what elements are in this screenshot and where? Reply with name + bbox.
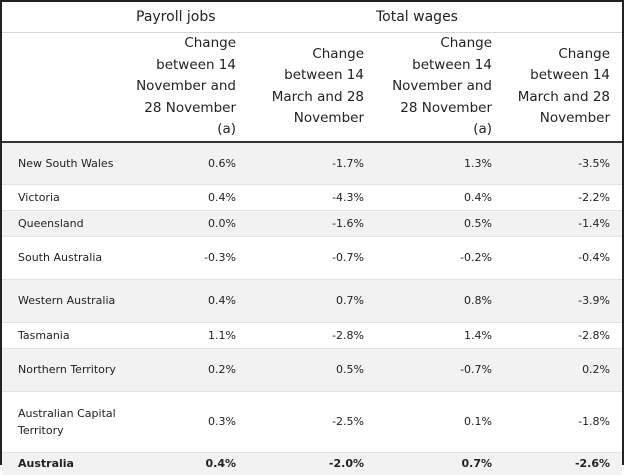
column-header-row: Change between 14 November and 28 Novemb… [2,32,623,143]
wages-mar-value: -1.4% [504,210,623,237]
jobs-nov-value: 0.2% [130,348,248,392]
col-header-wages-nov: Change between 14 November and 28 Novemb… [376,32,504,143]
table-row: New South Wales 0.6% -1.7% 1.3% -3.5% [2,141,623,185]
table-row: Tasmania 1.1% -2.8% 1.4% -2.8% [2,322,623,349]
region-name: Northern Territory [2,348,130,392]
col-header-jobs-nov: Change between 14 November and 28 Novemb… [130,32,248,143]
jobs-mar-value: 0.5% [248,348,376,392]
jobs-nov-value: -0.3% [130,236,248,280]
wages-mar-value: -3.5% [504,141,623,185]
jobs-mar-value: -2.0% [248,452,376,475]
jobs-mar-value: -2.8% [248,322,376,349]
region-name: Australian Capital Territory [2,391,130,453]
jobs-mar-value: -4.3% [248,184,376,211]
wages-nov-value: 1.3% [376,141,504,185]
table-row: Western Australia 0.4% 0.7% 0.8% -3.9% [2,279,623,323]
jobs-mar-value: 0.7% [248,279,376,323]
wages-mar-value: -2.2% [504,184,623,211]
jobs-mar-value: -2.5% [248,391,376,453]
region-name: Victoria [2,184,130,211]
jobs-mar-value: -1.6% [248,210,376,237]
jobs-nov-value: 0.4% [130,452,248,475]
table-row: Australian Capital Territory 0.3% -2.5% … [2,391,623,453]
col-header-wages-mar: Change between 14 March and 28 November [504,32,623,143]
wages-nov-value: 0.5% [376,210,504,237]
jobs-nov-value: 0.3% [130,391,248,453]
table-row: Victoria 0.4% -4.3% 0.4% -2.2% [2,184,623,211]
table-row: Northern Territory 0.2% 0.5% -0.7% 0.2% [2,348,623,392]
wages-mar-value: -1.8% [504,391,623,453]
region-name: Western Australia [2,279,130,323]
wages-mar-value: -3.9% [504,279,623,323]
jobs-nov-value: 0.4% [130,184,248,211]
total-wages-heading: Total wages [376,2,623,33]
jobs-mar-value: -0.7% [248,236,376,280]
wages-nov-value: 0.4% [376,184,504,211]
region-name: Australia [2,452,130,475]
region-name: Tasmania [2,322,130,349]
wages-nov-value: 0.1% [376,391,504,453]
group-header-row: Payroll jobs Total wages [2,2,623,33]
jobs-nov-value: 0.6% [130,141,248,185]
wages-nov-value: 0.7% [376,452,504,475]
wages-mar-value: -2.6% [504,452,623,475]
table-row: Queensland 0.0% -1.6% 0.5% -1.4% [2,210,623,237]
region-name: South Australia [2,236,130,280]
jobs-nov-value: 0.0% [130,210,248,237]
table-row: South Australia -0.3% -0.7% -0.2% -0.4% [2,236,623,280]
jobs-mar-value: -1.7% [248,141,376,185]
col-header-jobs-mar: Change between 14 March and 28 November [248,32,376,143]
wages-mar-value: -0.4% [504,236,623,280]
wages-mar-value: 0.2% [504,348,623,392]
wages-nov-value: -0.2% [376,236,504,280]
wages-nov-value: 0.8% [376,279,504,323]
wages-mar-value: -2.8% [504,322,623,349]
region-name: New South Wales [2,141,130,185]
wages-nov-value: -0.7% [376,348,504,392]
payroll-jobs-heading: Payroll jobs [130,2,376,33]
total-row: Australia 0.4% -2.0% 0.7% -2.6% [2,452,623,475]
jobs-nov-value: 1.1% [130,322,248,349]
wages-nov-value: 1.4% [376,322,504,349]
jobs-nov-value: 0.4% [130,279,248,323]
region-name: Queensland [2,210,130,237]
